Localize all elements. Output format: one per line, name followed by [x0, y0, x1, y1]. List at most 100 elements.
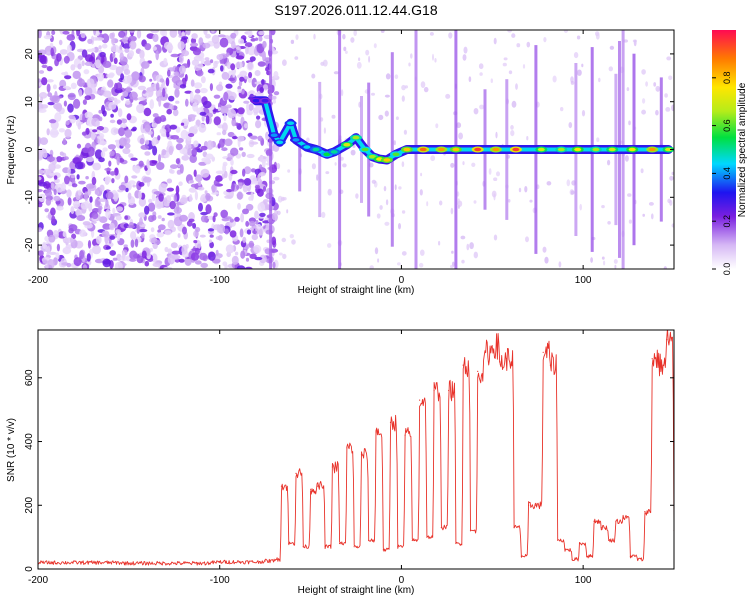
noise-blob: [156, 203, 164, 208]
noise-blob: [105, 199, 109, 208]
noise-blob: [142, 90, 146, 94]
x-tick-label: -200: [28, 275, 48, 286]
noise-blob: [201, 115, 205, 122]
noise-blob: [99, 116, 103, 122]
snr-point: [280, 485, 283, 487]
noise-blob: [46, 79, 54, 83]
noise-blob: [237, 179, 245, 183]
noise-speck: [368, 55, 371, 63]
noise-blob: [79, 154, 83, 161]
noise-blob: [205, 115, 210, 125]
noise-speck: [671, 223, 674, 228]
y-tick-label: 600: [24, 369, 35, 386]
noise-blob: [249, 135, 258, 139]
y-tick-label: 400: [24, 433, 35, 450]
noise-blob: [190, 42, 199, 47]
noise-blob: [185, 98, 189, 107]
noise-speck: [666, 56, 672, 61]
signal-track-peak: [608, 147, 616, 152]
noise-speck: [579, 203, 582, 211]
noise-speck: [526, 41, 531, 48]
noise-blob: [158, 193, 164, 202]
noise-blob: [138, 160, 144, 167]
noise-speck: [434, 58, 437, 63]
noise-blob: [157, 135, 161, 141]
noise-blob: [128, 50, 134, 58]
noise-blob: [51, 95, 60, 104]
noise-speck: [510, 130, 515, 137]
snr-point: [411, 539, 413, 541]
snr-point: [448, 389, 450, 392]
noise-blob: [199, 252, 208, 261]
noise-blob: [72, 70, 81, 80]
noise-blob: [251, 77, 257, 88]
noise-blob: [225, 244, 235, 254]
noise-blob: [42, 150, 48, 159]
noise-blob: [143, 107, 152, 117]
noise-blob: [216, 54, 224, 61]
noise-blob: [133, 97, 138, 101]
noise-blob: [52, 84, 57, 90]
noise-blob: [262, 40, 267, 49]
noise-speck: [322, 59, 328, 67]
noise-blob: [254, 81, 262, 85]
snr-point: [353, 546, 355, 548]
snr-y-label: SNR (10 * v/v): [6, 418, 17, 482]
noise-blob: [62, 231, 67, 238]
noise-blob: [82, 264, 88, 269]
noise-blob: [50, 47, 54, 57]
noise-blob: [237, 135, 245, 142]
noise-speck: [327, 188, 332, 196]
noise-blob: [109, 64, 118, 71]
noise-blob: [98, 45, 102, 50]
noise-speck: [383, 185, 387, 192]
noise-blob: [154, 240, 161, 245]
noise-blob: [43, 35, 52, 40]
noise-speck: [401, 84, 406, 91]
noise-blob: [257, 202, 266, 213]
noise-blob: [194, 190, 198, 201]
noise-blob: [208, 251, 216, 261]
noise-blob: [258, 36, 263, 42]
noise-blob: [56, 53, 62, 62]
noise-speck: [290, 39, 295, 45]
snr-point: [368, 539, 370, 541]
noise-blob: [53, 175, 58, 180]
noise-speck: [491, 190, 497, 198]
noise-blob: [159, 78, 165, 83]
noise-blob: [38, 30, 42, 39]
snr-point: [644, 511, 646, 513]
noise-blob: [109, 171, 116, 176]
noise-blob: [196, 149, 203, 153]
noise-blob: [162, 88, 166, 98]
noise-blob: [113, 193, 119, 202]
noise-speck: [340, 89, 344, 97]
noise-blob: [93, 30, 97, 36]
signal-track-peak: [437, 147, 445, 152]
y-tick-label: -20: [24, 237, 35, 252]
noise-blob: [111, 178, 115, 184]
noise-blob: [272, 261, 276, 269]
noise-blob: [178, 181, 183, 186]
colorbar-tick-label: 0.8: [722, 72, 732, 85]
noise-blob: [91, 47, 96, 52]
noise-blob: [190, 37, 197, 44]
snr-point: [571, 558, 573, 561]
noise-speck: [342, 163, 347, 168]
noise-speck: [429, 32, 434, 36]
noise-blob: [170, 169, 175, 174]
noise-blob: [242, 168, 246, 177]
noise-blob: [189, 179, 194, 184]
noise-speck: [398, 223, 401, 230]
noise-blob: [76, 215, 86, 221]
snr-point: [295, 472, 297, 474]
noise-blob: [173, 194, 177, 203]
snr-frame: [37, 329, 675, 570]
colorbar-ticks: 0.0 0.2 0.4 0.6 0.8: [712, 72, 732, 275]
noise-blob: [157, 224, 166, 231]
noise-blob: [101, 43, 108, 49]
noise-blob: [102, 147, 108, 152]
snr-point: [557, 539, 559, 541]
noise-speck: [628, 219, 633, 224]
